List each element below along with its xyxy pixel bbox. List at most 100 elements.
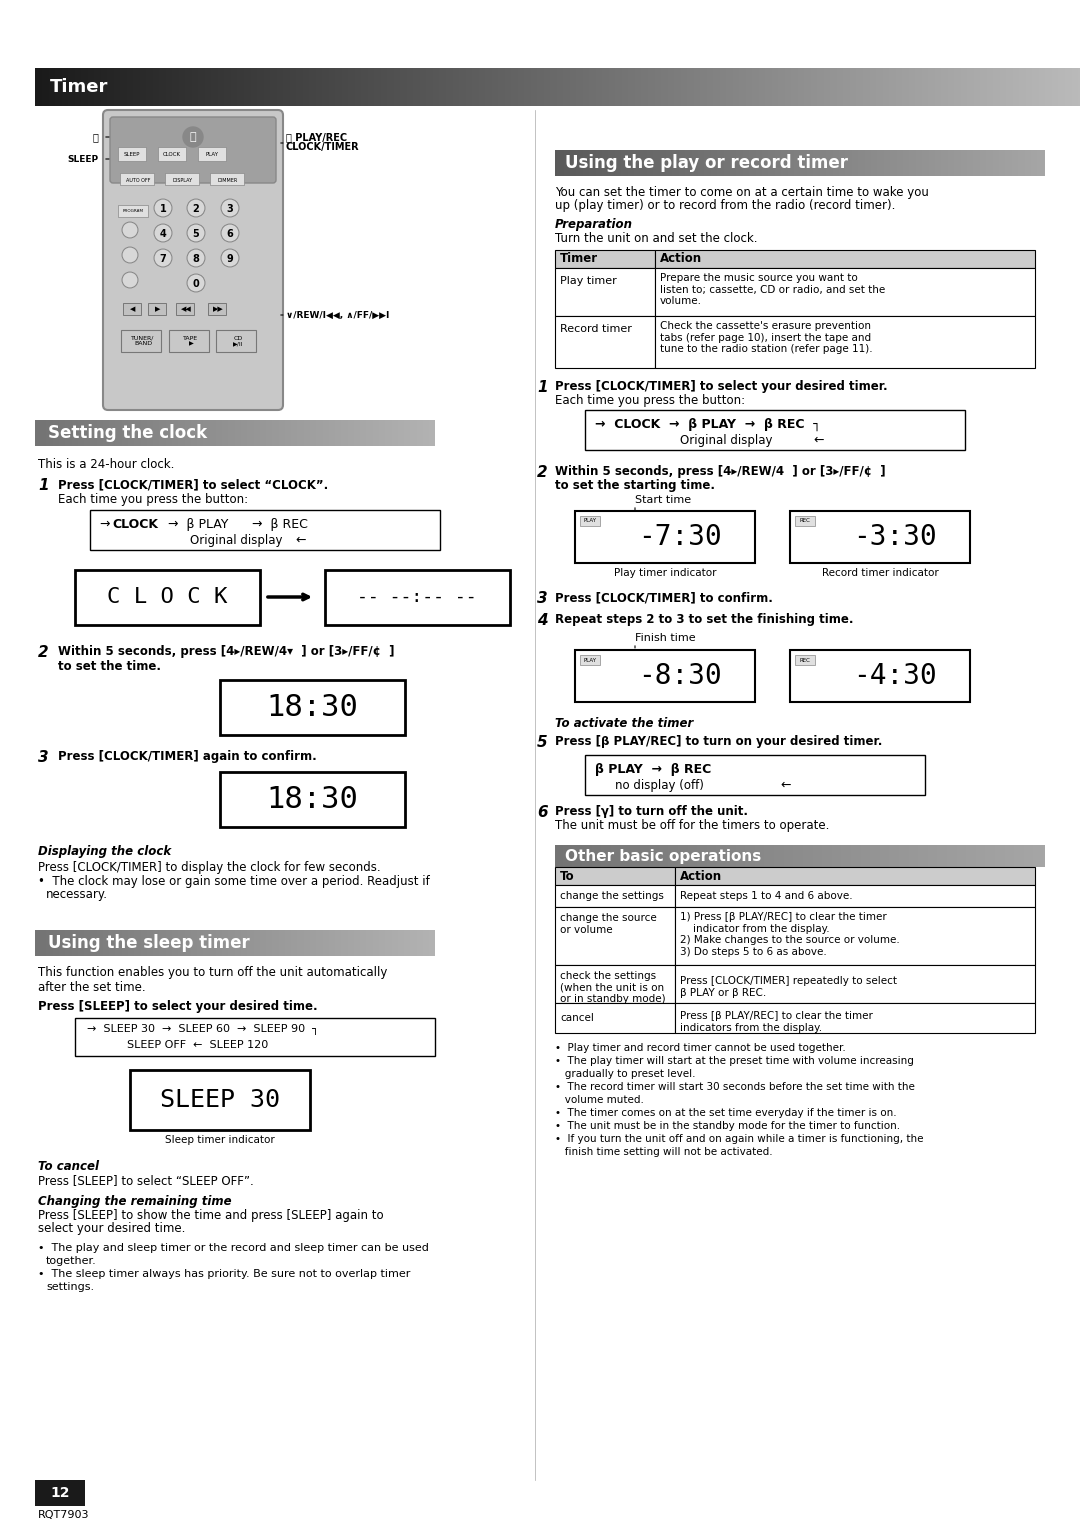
Text: ⏻: ⏻	[190, 131, 197, 142]
Text: 18:30: 18:30	[266, 692, 357, 721]
Bar	[789, 649, 970, 701]
Text: You can set the timer to come on at a certain time to wake you: You can set the timer to come on at a ce…	[555, 186, 929, 199]
Text: settings.: settings.	[46, 1282, 94, 1293]
Circle shape	[187, 274, 205, 292]
Circle shape	[187, 225, 205, 241]
Bar	[675, 966, 1035, 1002]
Text: DIMMER: DIMMER	[218, 177, 238, 182]
Text: PLAY: PLAY	[205, 153, 218, 157]
Text: →  SLEEP 30  →  SLEEP 60  →  SLEEP 90  ┐: → SLEEP 30 → SLEEP 60 → SLEEP 90 ┐	[87, 1024, 319, 1034]
Text: 3: 3	[227, 205, 233, 214]
Text: REC: REC	[799, 518, 810, 524]
Text: Using the sleep timer: Using the sleep timer	[48, 934, 249, 952]
Bar	[654, 251, 1035, 267]
Text: Press [CLOCK/TIMER] repeatedly to select
β PLAY or β REC.: Press [CLOCK/TIMER] repeatedly to select…	[680, 976, 897, 998]
Text: SLEEP: SLEEP	[124, 153, 140, 157]
Text: 5: 5	[192, 229, 200, 238]
Bar	[168, 330, 210, 351]
Bar	[148, 303, 166, 315]
Text: →  β PLAY: → β PLAY	[168, 518, 228, 532]
Text: Sleep timer indicator: Sleep timer indicator	[165, 1135, 275, 1144]
Text: 2: 2	[537, 465, 548, 480]
Text: TUNER/
BAND: TUNER/ BAND	[132, 336, 154, 347]
Bar	[675, 908, 1035, 966]
Bar	[789, 510, 970, 562]
FancyBboxPatch shape	[110, 118, 276, 183]
Bar	[555, 267, 654, 316]
Text: Original display: Original display	[190, 533, 283, 547]
Text: PLAY: PLAY	[583, 657, 596, 663]
Text: to set the time.: to set the time.	[58, 660, 161, 672]
Text: Play timer indicator: Play timer indicator	[613, 568, 716, 578]
Text: This is a 24-hour clock.: This is a 24-hour clock.	[38, 458, 174, 471]
Circle shape	[122, 222, 138, 238]
Text: Finish time: Finish time	[635, 633, 696, 643]
Text: The unit must be off for the timers to operate.: The unit must be off for the timers to o…	[555, 819, 829, 833]
Text: Press [CLOCK/TIMER] again to confirm.: Press [CLOCK/TIMER] again to confirm.	[58, 750, 316, 762]
Text: Repeat steps 2 to 3 to set the finishing time.: Repeat steps 2 to 3 to set the finishing…	[555, 613, 853, 626]
Bar	[35, 1481, 85, 1507]
Bar	[130, 1070, 310, 1131]
Text: 8: 8	[192, 254, 200, 264]
Bar	[585, 755, 924, 795]
Bar	[165, 173, 199, 185]
Text: CLOCK/TIMER: CLOCK/TIMER	[286, 142, 360, 151]
Text: -7:30: -7:30	[638, 523, 721, 552]
Text: 4: 4	[160, 229, 166, 238]
Bar	[675, 866, 1035, 885]
Text: -- --:-- --: -- --:-- --	[357, 588, 476, 607]
Bar	[555, 908, 675, 966]
Circle shape	[221, 199, 239, 217]
Text: -8:30: -8:30	[638, 662, 721, 691]
Circle shape	[154, 249, 172, 267]
Text: AUTO OFF: AUTO OFF	[125, 177, 150, 182]
Text: ⏻ PLAY/REC: ⏻ PLAY/REC	[286, 131, 347, 142]
Bar	[675, 885, 1035, 908]
Bar	[208, 303, 226, 315]
Circle shape	[122, 248, 138, 263]
Bar	[654, 316, 1035, 368]
Text: Displaying the clock: Displaying the clock	[38, 845, 172, 859]
Text: 7: 7	[160, 254, 166, 264]
Bar	[675, 1002, 1035, 1033]
Text: RQT7903: RQT7903	[38, 1510, 90, 1520]
Text: Timer: Timer	[561, 252, 598, 266]
Text: gradually to preset level.: gradually to preset level.	[555, 1070, 696, 1079]
Text: β PLAY  →  β REC: β PLAY → β REC	[595, 762, 712, 776]
Text: SLEEP OFF  ←  SLEEP 120: SLEEP OFF ← SLEEP 120	[127, 1041, 268, 1050]
Text: →: →	[100, 518, 119, 532]
Bar	[555, 866, 675, 885]
Text: necessary.: necessary.	[46, 888, 108, 902]
Text: 2: 2	[38, 645, 49, 660]
Circle shape	[154, 225, 172, 241]
Text: 1: 1	[160, 205, 166, 214]
Text: ∨/REW/I◀◀, ∧/FF/▶▶I: ∨/REW/I◀◀, ∧/FF/▶▶I	[286, 310, 390, 319]
Bar	[75, 1018, 435, 1056]
Text: •  If you turn the unit off and on again while a timer is functioning, the: • If you turn the unit off and on again …	[555, 1134, 923, 1144]
Text: Repeat steps 1 to 4 and 6 above.: Repeat steps 1 to 4 and 6 above.	[680, 891, 852, 902]
Text: Start time: Start time	[635, 495, 691, 504]
Text: CD
▶/II: CD ▶/II	[232, 336, 243, 347]
Text: up (play timer) or to record from the radio (record timer).: up (play timer) or to record from the ra…	[555, 199, 895, 212]
Text: Timer: Timer	[50, 78, 108, 96]
Bar	[654, 267, 1035, 316]
Bar	[555, 316, 654, 368]
Text: ◀◀: ◀◀	[180, 306, 191, 312]
Bar	[118, 205, 148, 217]
Bar	[176, 303, 194, 315]
Text: ←: ←	[813, 434, 824, 448]
Bar	[555, 251, 654, 267]
Text: 1) Press [β PLAY/REC] to clear the timer
    indicator from the display.
2) Make: 1) Press [β PLAY/REC] to clear the timer…	[680, 912, 900, 957]
Text: select your desired time.: select your desired time.	[38, 1222, 186, 1235]
Text: Press [CLOCK/TIMER] to display the clock for few seconds.: Press [CLOCK/TIMER] to display the clock…	[38, 860, 380, 874]
Text: Prepare the music source you want to
listen to; cassette, CD or radio, and set t: Prepare the music source you want to lis…	[660, 274, 886, 306]
Text: 12: 12	[51, 1487, 70, 1500]
Bar	[220, 680, 405, 735]
Circle shape	[221, 249, 239, 267]
Bar	[90, 510, 440, 550]
Text: CLOCK: CLOCK	[163, 153, 181, 157]
Text: •  The timer comes on at the set time everyday if the timer is on.: • The timer comes on at the set time eve…	[555, 1108, 896, 1118]
Circle shape	[183, 127, 203, 147]
Text: •  The clock may lose or gain some time over a period. Readjust if: • The clock may lose or gain some time o…	[38, 876, 430, 888]
Text: →  CLOCK  →  β PLAY  →  β REC  ┐: → CLOCK → β PLAY → β REC ┐	[595, 419, 821, 431]
